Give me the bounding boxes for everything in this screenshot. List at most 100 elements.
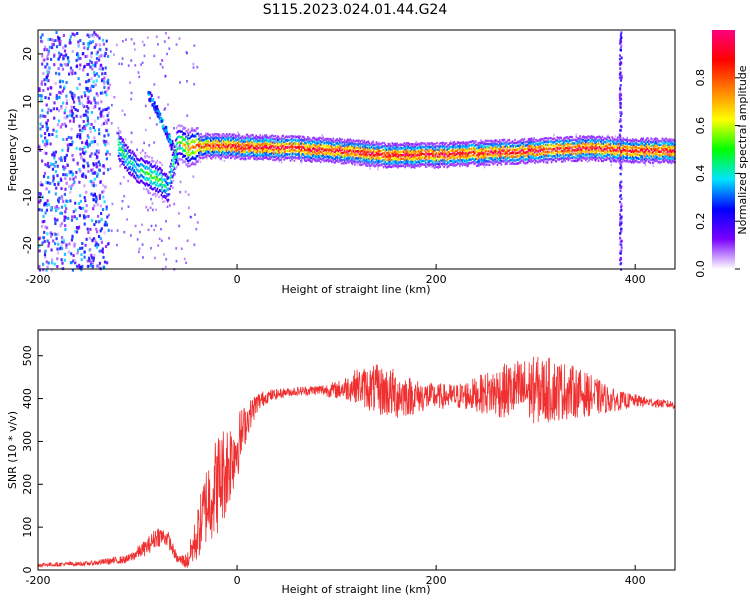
spectrogram-cell <box>351 162 354 166</box>
spectrogram-cell <box>103 166 106 170</box>
spectrogram-cell <box>113 95 116 99</box>
spectrogram-cell <box>361 143 363 146</box>
spectrogram-cell <box>306 145 308 148</box>
spectrogram-cell <box>103 80 106 84</box>
spectrogram-cell <box>268 137 270 140</box>
spectrogram-cell <box>153 54 156 58</box>
spectrogram-cell <box>107 142 110 146</box>
spectrogram-cell <box>439 144 441 147</box>
spectrogram-cell <box>400 165 402 168</box>
spectrogram-cell <box>279 151 281 155</box>
spectrogram-cell <box>168 193 171 196</box>
spectrogram-cell <box>263 142 265 145</box>
spectrogram-cell <box>62 46 65 50</box>
spectrogram-cell <box>264 134 266 137</box>
spectrogram-cell <box>102 164 105 168</box>
spectrogram-cell <box>291 147 293 150</box>
spectrogram-cell <box>284 137 286 140</box>
spectrogram-cell <box>149 192 152 195</box>
spectrogram-cell <box>269 157 272 160</box>
spectrogram-cell <box>367 158 370 161</box>
spectrogram-cell <box>122 144 124 147</box>
spectrogram-cell <box>303 154 306 157</box>
spectrogram-cell <box>49 92 52 96</box>
spectrogram-cell <box>140 63 142 66</box>
spectrogram-cell <box>420 150 422 153</box>
spectrogram-cell <box>388 148 390 151</box>
spectrogram-cell <box>90 253 93 257</box>
spectrogram-cell <box>154 181 156 184</box>
spectrogram-cell <box>63 192 66 196</box>
spectrogram-cell <box>468 154 471 158</box>
spectrogram-cell <box>498 144 500 147</box>
spectrogram-cell <box>407 152 410 155</box>
spectrogram-cell <box>60 106 63 110</box>
spectrogram-cell <box>260 140 263 143</box>
spectrogram-cell <box>494 155 496 158</box>
spectrogram-cell <box>264 148 266 151</box>
spectrogram-cell <box>493 143 496 146</box>
spectrogram-cell <box>257 157 260 160</box>
spectrogram-cell <box>284 140 286 143</box>
spectrogram-cell <box>378 164 381 167</box>
spectrogram-cell <box>314 156 316 159</box>
spectrogram-cell <box>75 226 79 229</box>
spectrogram-cell <box>86 116 89 120</box>
spectrogram-cell <box>93 73 96 77</box>
spectrogram-cell <box>288 156 291 160</box>
spectrogram-cell <box>421 159 424 162</box>
spectrogram-cell <box>51 38 54 42</box>
spectrogram-cell <box>441 150 444 153</box>
spectrogram-cell <box>78 82 81 86</box>
spectrogram-cell <box>288 149 291 153</box>
spectrogram-cell <box>283 152 285 155</box>
spectrogram-cell <box>330 141 332 144</box>
spectrogram-cell <box>486 160 488 163</box>
spectrogram-cell <box>156 193 159 196</box>
spectrogram-cell <box>117 126 120 130</box>
spectrogram-cell <box>265 144 268 147</box>
spectrogram-cell <box>168 47 171 50</box>
spectrogram-cell <box>494 144 496 147</box>
spectrogram-cell <box>277 153 280 156</box>
spectrogram-cell <box>104 90 107 94</box>
spectrogram-cell <box>370 152 373 156</box>
spectrogram-cell <box>423 158 425 161</box>
spectrogram-cell <box>386 144 389 148</box>
spectrogram-cell <box>620 180 623 184</box>
spectrogram-cell <box>375 151 378 154</box>
spectrogram-cell <box>152 208 154 212</box>
spectrogram-cell <box>275 144 277 147</box>
spectrogram-cell <box>479 138 482 141</box>
spectrogram-cell <box>476 157 479 160</box>
spectrogram-cell <box>284 154 286 157</box>
spectrogram-cell <box>133 42 136 45</box>
spectrogram-cell <box>412 165 414 168</box>
spectrogram-cell <box>88 100 91 103</box>
spectrogram-cell <box>146 36 149 39</box>
spectrogram-cell <box>144 128 147 132</box>
spectrogram-cell <box>60 195 63 198</box>
spectrogram-cell <box>464 162 467 165</box>
spectrogram-cell <box>362 139 364 142</box>
spectrogram-cell <box>150 174 152 177</box>
spectrogram-cell <box>130 91 133 95</box>
spectrogram-cell <box>45 125 48 129</box>
spectrogram-cell <box>47 38 50 41</box>
spectrogram-cell <box>90 192 93 196</box>
spectrogram-cell <box>420 153 422 157</box>
spectrogram-cell <box>447 165 449 168</box>
spectrogram-cell <box>206 137 208 141</box>
spectrogram-cell <box>620 197 623 200</box>
spectrogram-cell <box>84 113 88 117</box>
spectrogram-cell <box>244 142 246 145</box>
spectrogram-cell <box>420 146 422 150</box>
spectrogram-cell <box>618 120 621 123</box>
spectrogram-cell <box>84 150 87 154</box>
spectrogram-cell <box>147 228 150 232</box>
spectrogram-cell <box>321 158 324 161</box>
spectrogram-cell <box>382 148 385 151</box>
spectrogram-cell <box>209 154 211 157</box>
spectrogram-cell <box>90 140 93 144</box>
spectrogram-cell <box>307 139 309 142</box>
